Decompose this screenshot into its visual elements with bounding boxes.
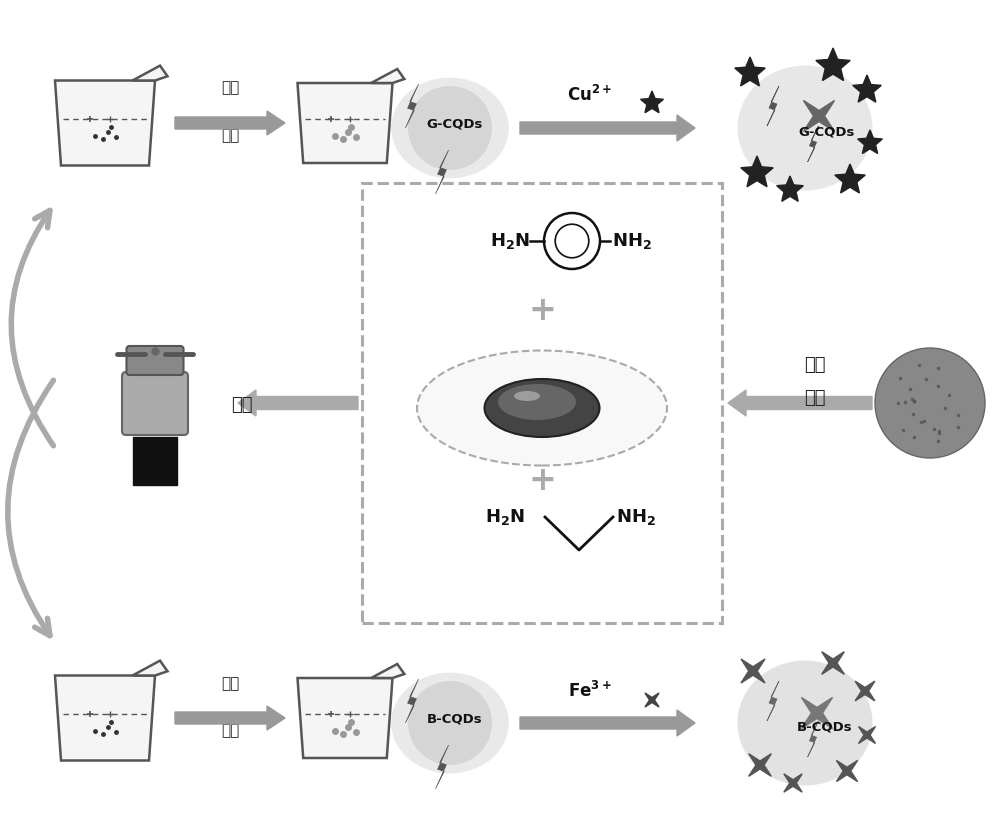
Text: $\mathbf{NH_2}$: $\mathbf{NH_2}$	[612, 231, 652, 251]
Polygon shape	[735, 57, 765, 86]
Text: B-CQDs: B-CQDs	[797, 721, 853, 734]
Text: $\mathbf{Fe^{3+}}$: $\mathbf{Fe^{3+}}$	[568, 681, 612, 701]
Text: B-CQDs: B-CQDs	[427, 712, 483, 726]
FancyArrow shape	[520, 710, 695, 736]
Ellipse shape	[738, 66, 873, 191]
Polygon shape	[855, 681, 875, 701]
Text: 透析: 透析	[221, 128, 239, 143]
Ellipse shape	[391, 77, 509, 178]
Ellipse shape	[484, 379, 600, 437]
FancyBboxPatch shape	[122, 372, 188, 435]
Polygon shape	[803, 101, 835, 132]
Text: 离心: 离心	[221, 80, 239, 95]
FancyArrowPatch shape	[8, 381, 53, 636]
Text: G-CQDs: G-CQDs	[799, 126, 855, 138]
Polygon shape	[741, 659, 765, 683]
Ellipse shape	[738, 661, 873, 786]
Text: 透析: 透析	[221, 723, 239, 738]
Polygon shape	[801, 697, 833, 729]
Ellipse shape	[391, 672, 509, 773]
Ellipse shape	[514, 391, 540, 401]
Polygon shape	[645, 693, 659, 707]
Text: G-CQDs: G-CQDs	[427, 117, 483, 131]
Polygon shape	[133, 66, 168, 81]
Text: $\mathbf{NH_2}$: $\mathbf{NH_2}$	[616, 507, 656, 527]
Polygon shape	[371, 664, 404, 678]
Circle shape	[408, 86, 492, 170]
Text: 离心: 离心	[221, 676, 239, 691]
Polygon shape	[836, 761, 858, 781]
Polygon shape	[741, 156, 773, 187]
Polygon shape	[859, 726, 875, 744]
Bar	[362, 183, 722, 623]
Text: +: +	[528, 295, 556, 327]
Polygon shape	[435, 150, 449, 194]
Polygon shape	[784, 774, 802, 792]
Circle shape	[408, 681, 492, 765]
Text: +: +	[528, 465, 556, 497]
Ellipse shape	[417, 351, 667, 466]
Polygon shape	[858, 130, 882, 153]
FancyArrowPatch shape	[11, 211, 53, 446]
FancyArrow shape	[175, 111, 285, 135]
Text: 干燥: 干燥	[804, 356, 826, 374]
Polygon shape	[822, 651, 844, 675]
Polygon shape	[749, 754, 771, 776]
Polygon shape	[808, 721, 818, 757]
Polygon shape	[816, 48, 850, 81]
Polygon shape	[298, 83, 392, 163]
Text: 研磨: 研磨	[804, 389, 826, 407]
Polygon shape	[435, 745, 449, 789]
FancyArrow shape	[728, 390, 872, 416]
Polygon shape	[767, 681, 779, 721]
FancyBboxPatch shape	[126, 346, 184, 375]
Polygon shape	[777, 176, 803, 202]
Polygon shape	[405, 84, 419, 128]
Text: $\mathbf{H_2N}$: $\mathbf{H_2N}$	[485, 507, 525, 527]
Polygon shape	[371, 69, 404, 83]
Ellipse shape	[498, 384, 576, 420]
Text: $\mathbf{H_2N}$: $\mathbf{H_2N}$	[490, 231, 530, 251]
Polygon shape	[133, 661, 168, 676]
Polygon shape	[835, 164, 865, 193]
Text: $\mathbf{Cu^{2+}}$: $\mathbf{Cu^{2+}}$	[567, 85, 613, 105]
Polygon shape	[641, 91, 663, 112]
FancyArrow shape	[175, 706, 285, 730]
Polygon shape	[298, 678, 392, 758]
Bar	[133, 437, 177, 485]
Text: 水热: 水热	[231, 396, 253, 414]
Polygon shape	[767, 86, 779, 126]
Polygon shape	[55, 676, 155, 761]
Polygon shape	[853, 75, 881, 102]
Circle shape	[875, 348, 985, 458]
Polygon shape	[405, 679, 419, 723]
FancyArrow shape	[520, 115, 695, 141]
FancyArrow shape	[238, 390, 358, 416]
Polygon shape	[808, 126, 818, 162]
Polygon shape	[55, 81, 155, 166]
